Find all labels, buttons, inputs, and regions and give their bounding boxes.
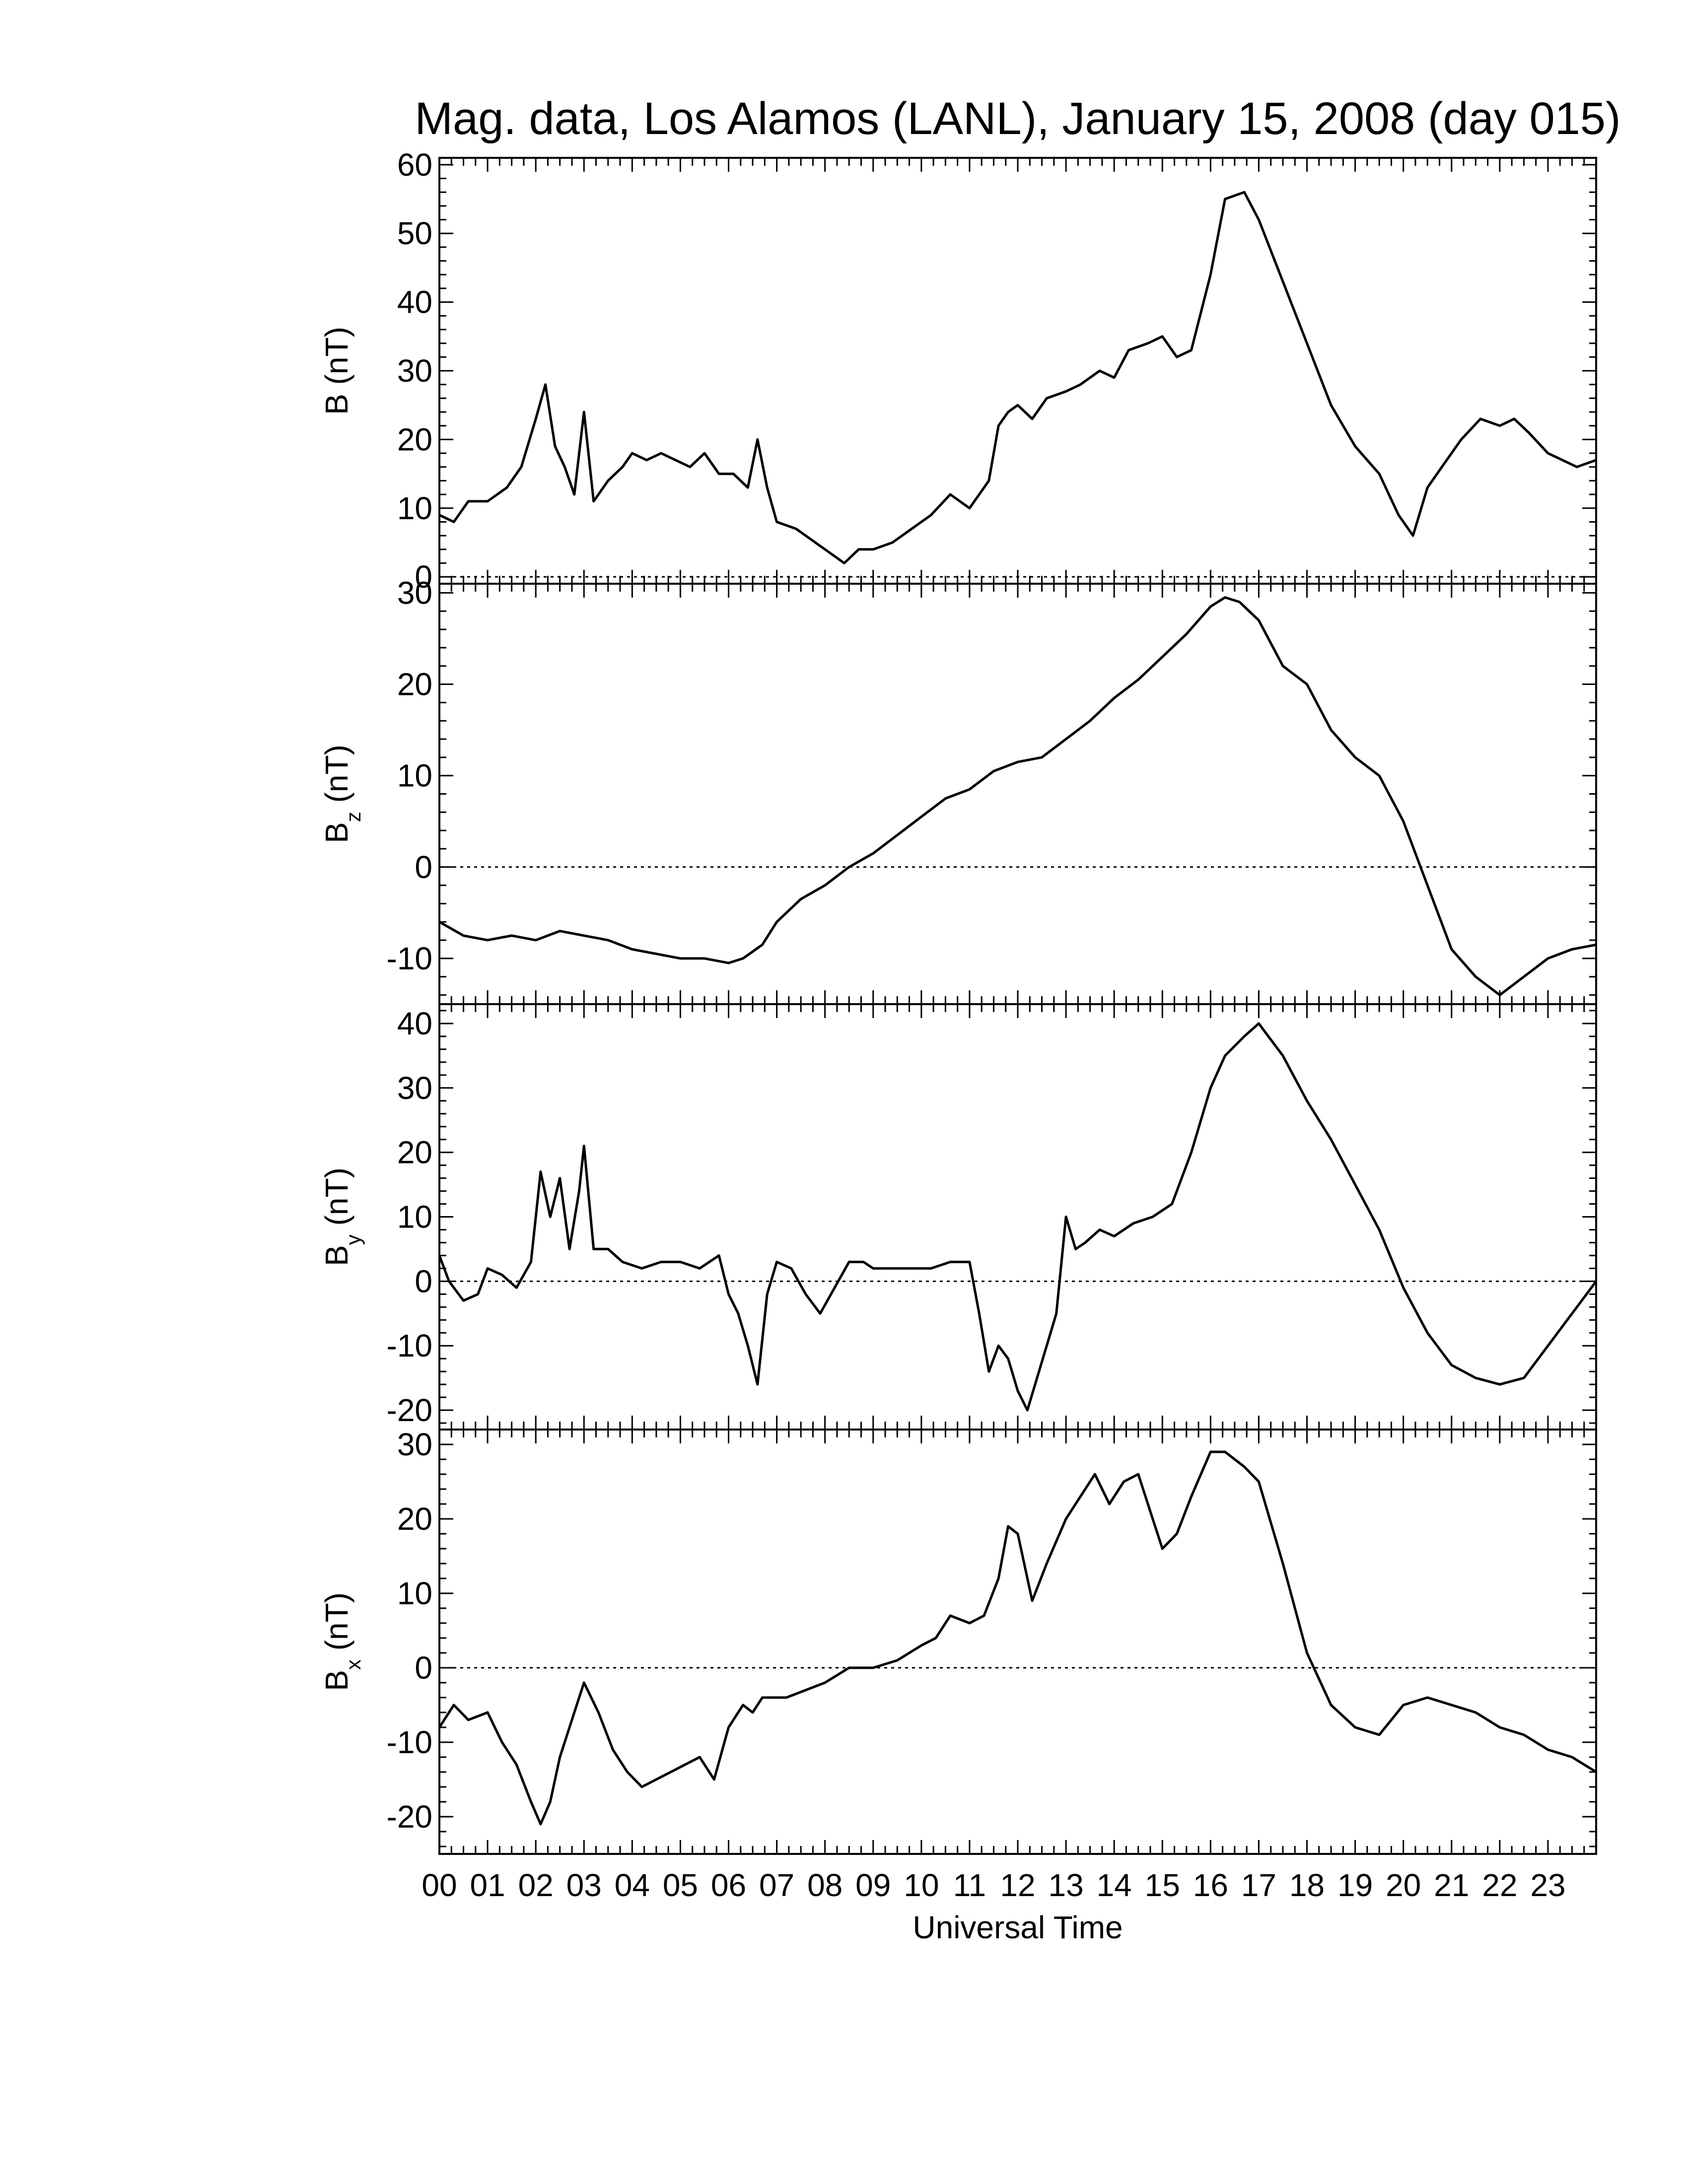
x-tick-label: 06 — [711, 1867, 746, 1903]
panel-2: -20 -10 0 10 20 30 40 By (nT) — [319, 1003, 1598, 1431]
panel-3: -20 -10 0 10 20 30 Bx (nT) — [319, 1427, 1597, 1855]
y-tick-label: -10 — [387, 1724, 433, 1760]
y-tick-label: 30 — [397, 575, 432, 611]
x-tick-label: 14 — [1097, 1867, 1132, 1903]
y-tick-label: 40 — [397, 1006, 432, 1041]
x-tick-label: 19 — [1337, 1867, 1373, 1903]
y-axis-title: B (nT) — [319, 327, 354, 415]
chart-title: Mag. data, Los Alamos (LANL), January 15… — [415, 93, 1620, 144]
y-axis-title: Bz (nT) — [319, 745, 365, 843]
y-tick-label: -20 — [387, 1799, 433, 1835]
y-axis-title: Bx (nT) — [319, 1592, 365, 1691]
y-tick-label: 0 — [415, 849, 432, 885]
x-tick-label: 03 — [566, 1867, 602, 1903]
x-tick-label: 08 — [807, 1867, 843, 1903]
x-tick-label: 07 — [759, 1867, 794, 1903]
y-tick-label: -10 — [387, 941, 433, 976]
y-tick-label: 20 — [397, 1135, 432, 1170]
x-tick-label: 05 — [663, 1867, 698, 1903]
panel-frame — [438, 1003, 1597, 1431]
y-tick-label: 20 — [397, 1501, 432, 1537]
y-tick-label: 30 — [397, 1427, 432, 1462]
y-tick-label: 0 — [415, 559, 432, 595]
y-axis-title: By (nT) — [319, 1167, 365, 1266]
x-tick-label: 00 — [422, 1867, 457, 1903]
y-tick-label: 10 — [397, 490, 432, 526]
x-tick-label: 18 — [1289, 1867, 1325, 1903]
y-tick-label: 50 — [397, 215, 432, 251]
y-tick-label: -20 — [387, 1392, 433, 1428]
y-tick-label: 10 — [397, 1199, 432, 1235]
x-tick-label: 11 — [953, 1867, 986, 1903]
x-tick-label: 01 — [470, 1867, 505, 1903]
x-tick-label: 15 — [1145, 1867, 1180, 1903]
y-tick-label: 30 — [397, 1070, 432, 1106]
x-tick-label: 04 — [615, 1867, 650, 1903]
x-tick-label: 10 — [904, 1867, 939, 1903]
y-tick-label: 10 — [397, 758, 432, 794]
y-tick-label: 30 — [397, 353, 432, 389]
panel-1: -10 0 10 20 30 Bz (nT) — [319, 575, 1597, 1005]
x-axis: 00 01 02 03 04 05 06 07 08 09 10 11 12 13 14 15 16 17 18 19… — [422, 1867, 1565, 1903]
panel-frame — [438, 1429, 1597, 1855]
x-tick-label: 20 — [1386, 1867, 1421, 1903]
y-tick-label: 20 — [397, 421, 432, 457]
x-tick-label: 16 — [1193, 1867, 1228, 1903]
x-tick-label: 22 — [1482, 1867, 1517, 1903]
x-tick-label: 02 — [518, 1867, 554, 1903]
x-tick-label: 12 — [1000, 1867, 1035, 1903]
y-tick-label: 0 — [415, 1263, 432, 1299]
x-axis-title: Universal Time — [913, 1910, 1123, 1945]
y-tick-label: 20 — [397, 667, 432, 702]
y-tick-label: 0 — [415, 1650, 432, 1686]
x-tick-label: 13 — [1048, 1867, 1083, 1903]
panel-0: 0 10 20 30 40 50 60 B (nT) — [319, 147, 1597, 595]
y-tick-label: 40 — [397, 284, 432, 320]
y-tick-label: 60 — [397, 147, 432, 183]
series-line-3 — [438, 1450, 1597, 1826]
series-line-2 — [438, 1022, 1598, 1412]
y-tick-label: 10 — [397, 1575, 432, 1611]
x-tick-label: 23 — [1530, 1867, 1565, 1903]
series-line-1 — [438, 596, 1597, 997]
x-tick-label: 17 — [1241, 1867, 1276, 1903]
y-tick-label: -10 — [387, 1328, 433, 1364]
x-tick-label: 09 — [855, 1867, 891, 1903]
series-line-0 — [438, 191, 1597, 564]
panel-frame — [438, 157, 1597, 585]
x-tick-label: 21 — [1434, 1867, 1469, 1903]
